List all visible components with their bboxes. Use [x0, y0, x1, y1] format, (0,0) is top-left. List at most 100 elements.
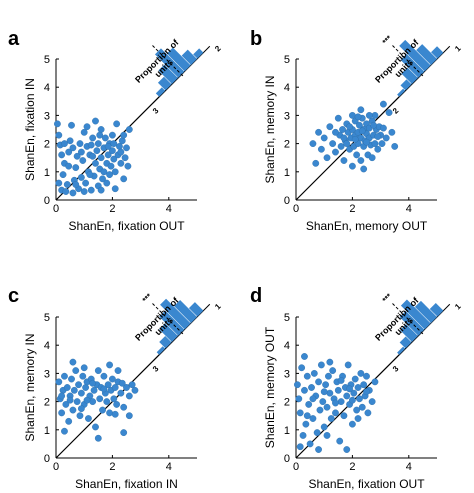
inset-bar — [193, 48, 204, 59]
data-point — [309, 415, 317, 422]
data-point — [111, 185, 119, 193]
data-point — [80, 188, 88, 195]
data-point — [111, 410, 119, 418]
y-tick-label: 5 — [284, 312, 290, 324]
data-point — [332, 409, 339, 417]
data-point — [76, 140, 84, 148]
y-tick-label: 2 — [44, 397, 50, 409]
inset-median-line — [391, 302, 424, 335]
data-point — [350, 389, 358, 397]
inset-bar — [157, 76, 172, 91]
y-tick-label: 4 — [44, 82, 50, 94]
data-point — [380, 124, 387, 132]
data-point — [93, 147, 101, 155]
data-point — [358, 403, 366, 411]
data-point — [79, 372, 87, 380]
y-tick-label: 1 — [284, 167, 290, 179]
panel-a: a 0 2 4 0 1 2 3 4 5 ShanEn, fixation OUT ShanEn, fi… — [8, 28, 223, 233]
y-axis-label: ShanEn, memory IN — [23, 333, 37, 441]
data-point — [106, 171, 113, 179]
data-point — [106, 361, 113, 369]
data-point — [391, 143, 399, 150]
data-point — [360, 381, 368, 389]
data-point — [128, 381, 136, 389]
data-point — [110, 395, 118, 403]
data-point — [94, 367, 102, 374]
data-point — [89, 152, 97, 160]
y-tick-label: 5 — [284, 54, 290, 66]
data-point — [85, 415, 92, 422]
data-point — [104, 151, 112, 159]
data-point — [306, 440, 314, 448]
inset-median-line — [151, 44, 184, 77]
data-point — [358, 127, 366, 135]
data-point — [90, 386, 98, 394]
data-point — [125, 412, 133, 420]
x-tick-label: 2 — [109, 203, 115, 215]
data-point — [111, 384, 119, 391]
inset-median-line — [151, 302, 184, 335]
data-point — [83, 396, 91, 404]
data-point — [58, 151, 66, 159]
data-point — [308, 384, 315, 391]
data-point — [72, 164, 80, 171]
inset-bar — [400, 79, 412, 91]
data-point — [118, 379, 126, 387]
data-point — [357, 369, 365, 377]
data-point — [334, 386, 342, 394]
data-point — [101, 134, 109, 142]
data-point — [326, 123, 334, 131]
data-point — [326, 389, 334, 397]
panel-letter: b — [250, 28, 262, 50]
y-tick-label: 1 — [44, 425, 50, 437]
data-point — [73, 152, 81, 160]
data-point — [109, 375, 116, 383]
data-point — [111, 168, 119, 176]
data-point — [89, 379, 97, 387]
data-point — [370, 121, 377, 129]
data-point — [106, 409, 113, 417]
data-point — [363, 372, 370, 380]
data-point — [120, 403, 128, 411]
data-point — [323, 154, 331, 162]
y-axis-label: ShanEn, memory IN — [263, 75, 277, 183]
data-point — [364, 409, 372, 417]
data-point — [92, 117, 99, 125]
x-axis-label: ShanEn, fixation OUT — [68, 219, 185, 233]
data-point — [92, 423, 99, 431]
data-point — [72, 367, 80, 374]
data-point — [334, 114, 342, 122]
inset-bar — [158, 64, 178, 85]
data-point — [58, 392, 66, 400]
data-point — [332, 128, 339, 136]
inset-bar — [159, 323, 178, 343]
inset-bar — [174, 299, 198, 323]
y-tick-label: 3 — [284, 110, 290, 122]
data-point — [110, 155, 118, 163]
data-point — [69, 358, 77, 366]
data-point — [296, 409, 304, 417]
data-point — [83, 123, 91, 131]
inset-bar — [401, 67, 418, 85]
data-point — [87, 141, 95, 149]
data-point — [309, 140, 317, 148]
inset-bar — [155, 87, 166, 97]
inset-histogram: 32 — [151, 44, 223, 116]
data-point — [323, 403, 331, 411]
data-point — [75, 381, 82, 389]
data-point — [371, 140, 379, 148]
data-point — [317, 361, 325, 369]
data-point — [120, 131, 128, 139]
inset-bar — [397, 88, 406, 97]
inset-significance: *** — [141, 291, 155, 305]
data-point — [97, 154, 105, 162]
y-tick-label: 0 — [44, 453, 50, 465]
inset-bar — [399, 39, 431, 72]
data-point — [363, 388, 370, 396]
data-point — [374, 133, 382, 140]
data-point — [303, 412, 311, 420]
data-point — [69, 144, 77, 152]
data-point — [69, 189, 77, 197]
data-point — [89, 134, 97, 142]
data-point — [94, 140, 102, 148]
